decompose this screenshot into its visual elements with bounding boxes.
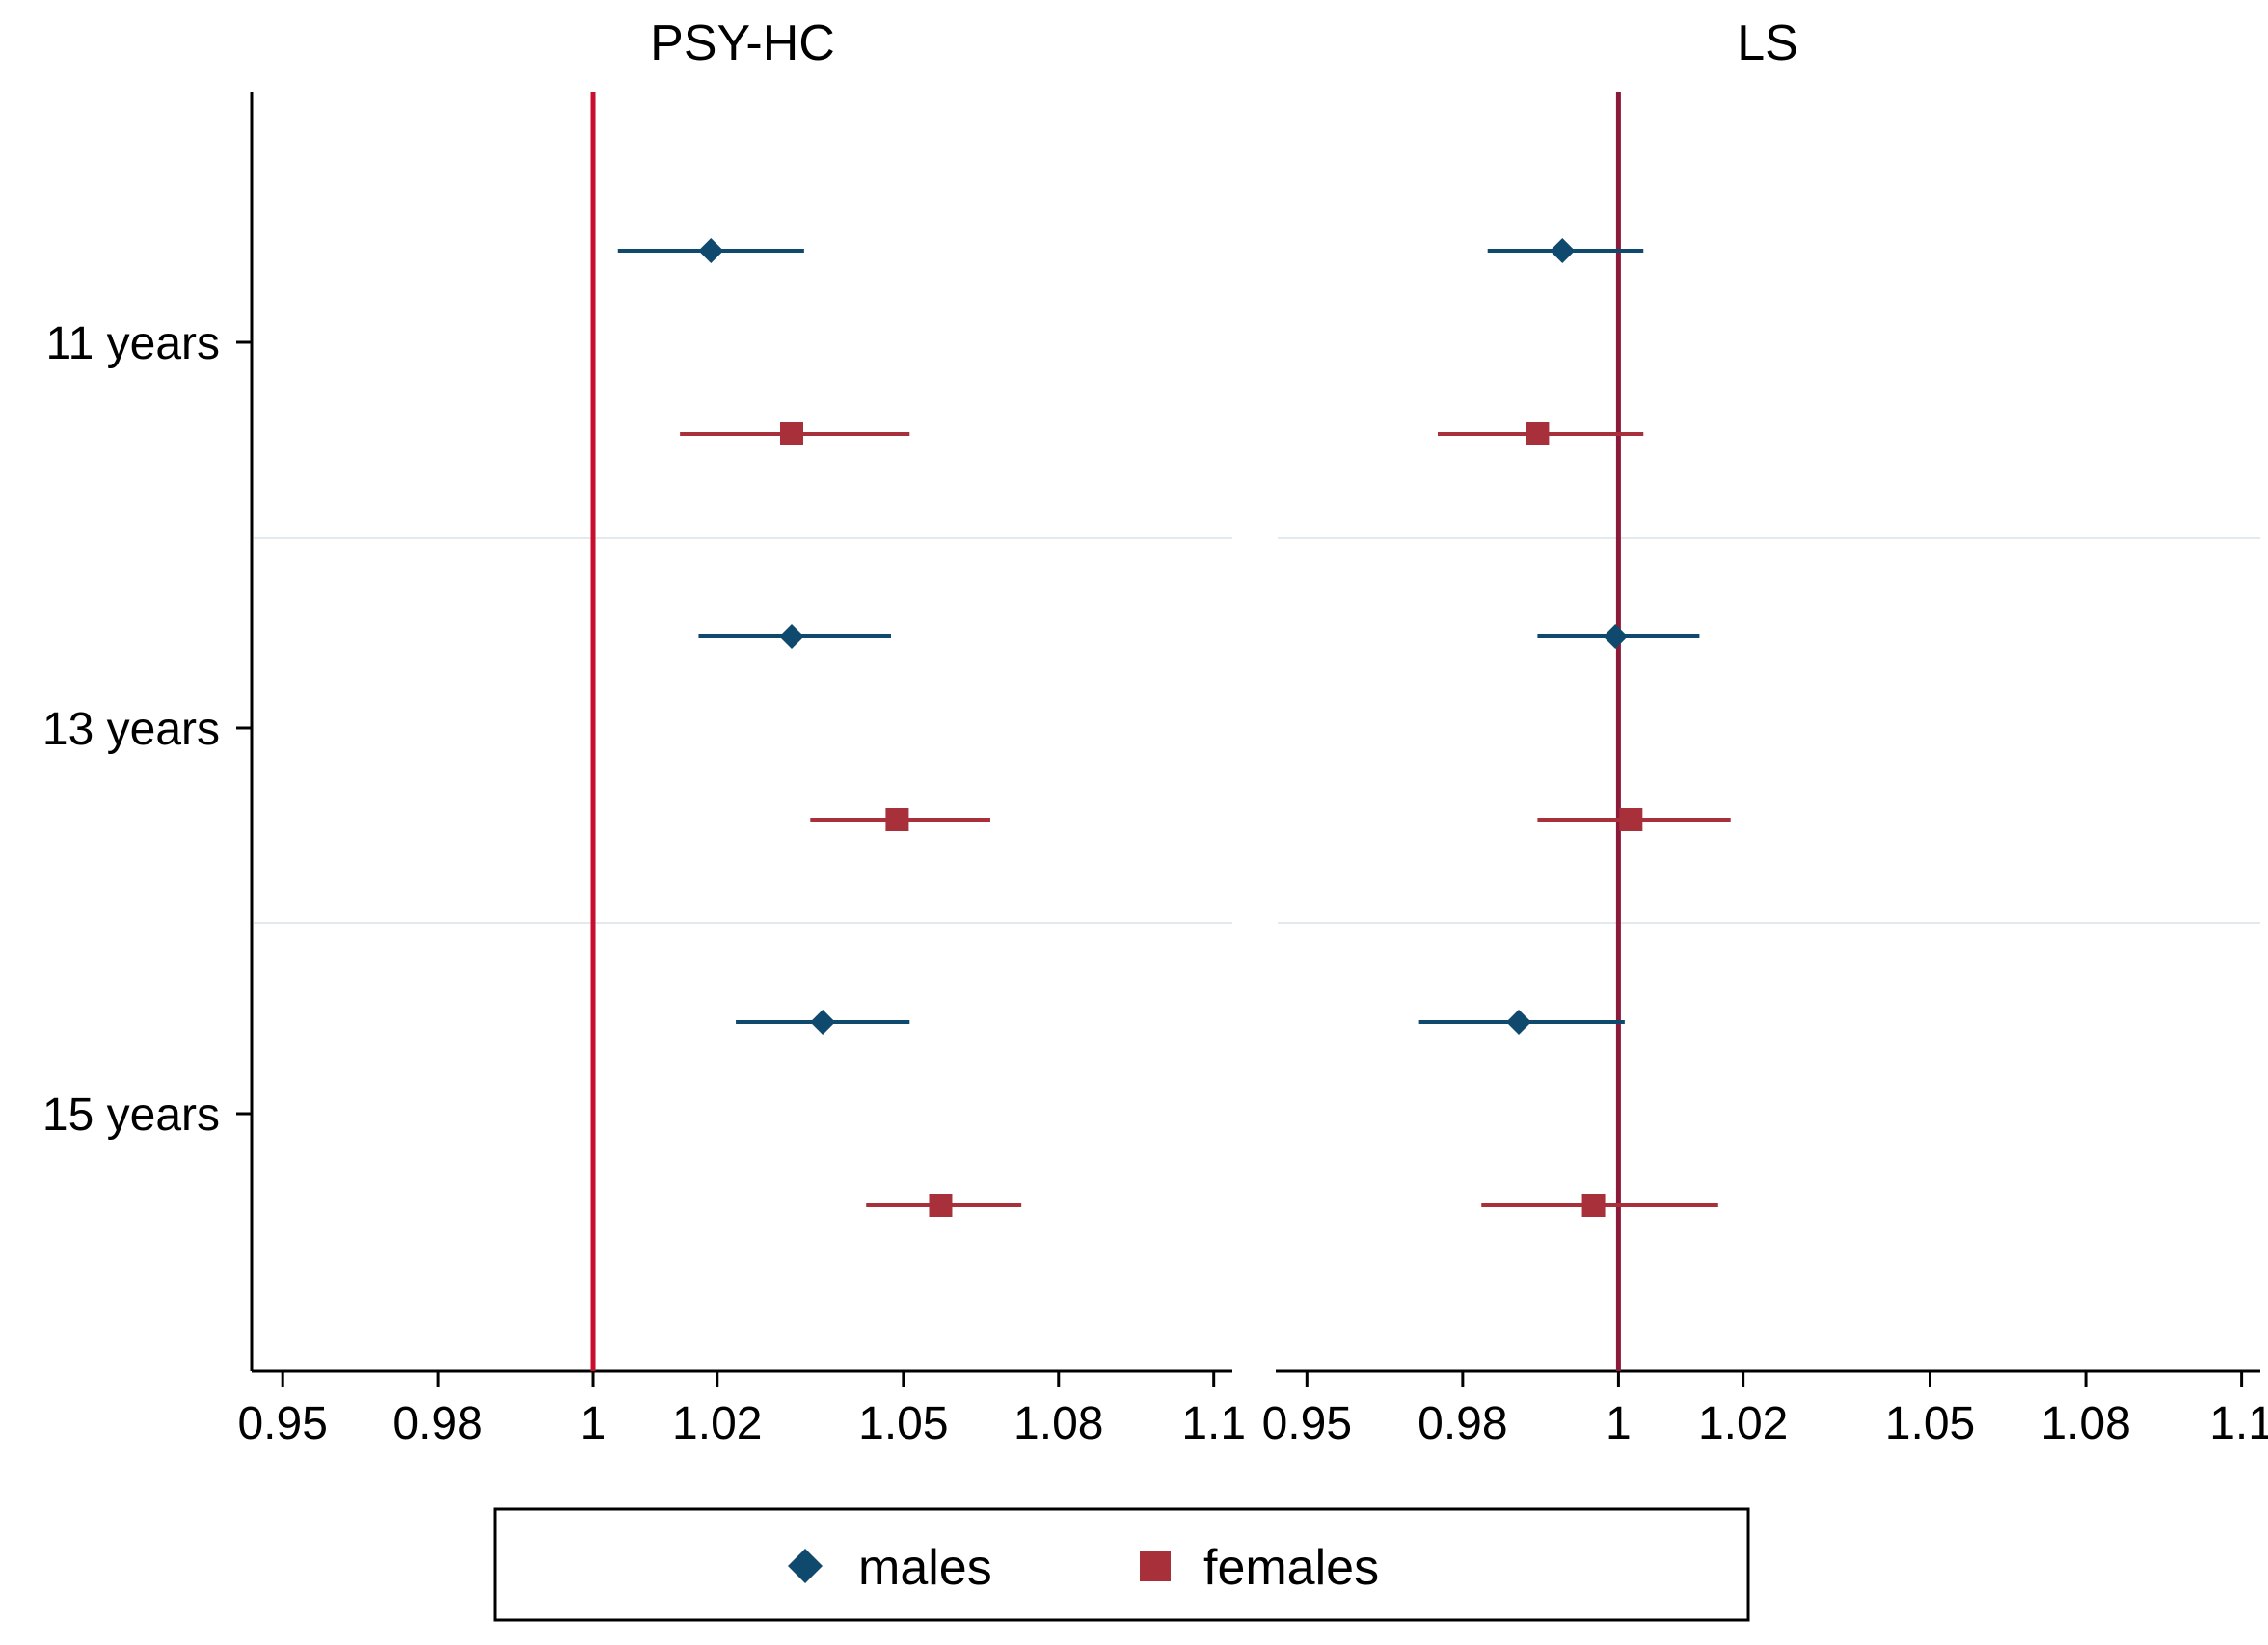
legend-label-females: females xyxy=(1203,1540,1379,1596)
x-tick-label: 1.08 xyxy=(2040,1398,2130,1449)
legend-box xyxy=(493,1507,1750,1622)
point-females-15-years xyxy=(929,1194,953,1217)
x-tick-label: 0.98 xyxy=(1418,1398,1507,1449)
legend: males females xyxy=(493,1507,1750,1622)
point-females-11-years xyxy=(779,422,803,445)
panel-ls-marks xyxy=(1418,238,1731,1217)
point-females-13-years xyxy=(885,808,909,831)
x-tick-label: 1.05 xyxy=(1885,1398,1975,1449)
panel-psy-hc-marks xyxy=(617,238,1022,1217)
x-tick-label: 1 xyxy=(580,1398,607,1449)
panel-ls: LS 0.95 0.98 1 1.02 1.05 1.08 1.1 xyxy=(1262,15,2268,1449)
x-tick-label: 0.95 xyxy=(237,1398,327,1449)
x-axis-ticks-psy-hc: 0.95 0.98 1 1.02 1.05 1.08 1.1 xyxy=(237,1371,1246,1449)
x-tick-label: 0.95 xyxy=(1262,1398,1352,1449)
y-axis-ticks: 11 years 13 years 15 years xyxy=(42,318,252,1141)
x-tick-label: 1.02 xyxy=(672,1398,762,1449)
x-tick-label: 1 xyxy=(1606,1398,1632,1449)
legend-marker-males xyxy=(788,1549,823,1583)
x-tick-label: 1.1 xyxy=(2209,1398,2268,1449)
x-tick-label: 1.08 xyxy=(1013,1398,1103,1449)
point-males-11-years xyxy=(698,238,724,263)
panel-title-psy-hc: PSY-HC xyxy=(650,15,835,71)
point-females-15-years xyxy=(1581,1194,1606,1217)
y-tick-label-15-years: 15 years xyxy=(42,1090,220,1141)
point-males-13-years xyxy=(778,624,804,649)
y-tick-label-11-years: 11 years xyxy=(45,318,220,369)
legend-label-males: males xyxy=(858,1540,992,1596)
point-females-11-years xyxy=(1526,422,1550,445)
legend-marker-females xyxy=(1140,1551,1171,1581)
panel-ls-gridlines xyxy=(1278,537,2260,924)
x-axis-ticks-ls: 0.95 0.98 1 1.02 1.05 1.08 1.1 xyxy=(1262,1371,2268,1449)
x-tick-label: 1.1 xyxy=(1181,1398,1246,1449)
panel-title-ls: LS xyxy=(1737,15,1798,71)
x-tick-label: 0.98 xyxy=(392,1398,482,1449)
x-tick-label: 1.02 xyxy=(1698,1398,1788,1449)
point-females-13-years xyxy=(1619,808,1643,831)
point-males-13-years xyxy=(1603,624,1629,649)
y-tick-label-13-years: 13 years xyxy=(42,704,220,755)
panel-psy-hc: PSY-HC 11 years 13 years 15 years 0.95 0.98… xyxy=(42,15,1246,1449)
panel-psy-hc-gridlines xyxy=(254,537,1232,924)
x-tick-label: 1.05 xyxy=(858,1398,948,1449)
point-males-15-years xyxy=(810,1010,836,1035)
point-males-11-years xyxy=(1550,238,1576,263)
point-males-15-years xyxy=(1506,1010,1532,1035)
